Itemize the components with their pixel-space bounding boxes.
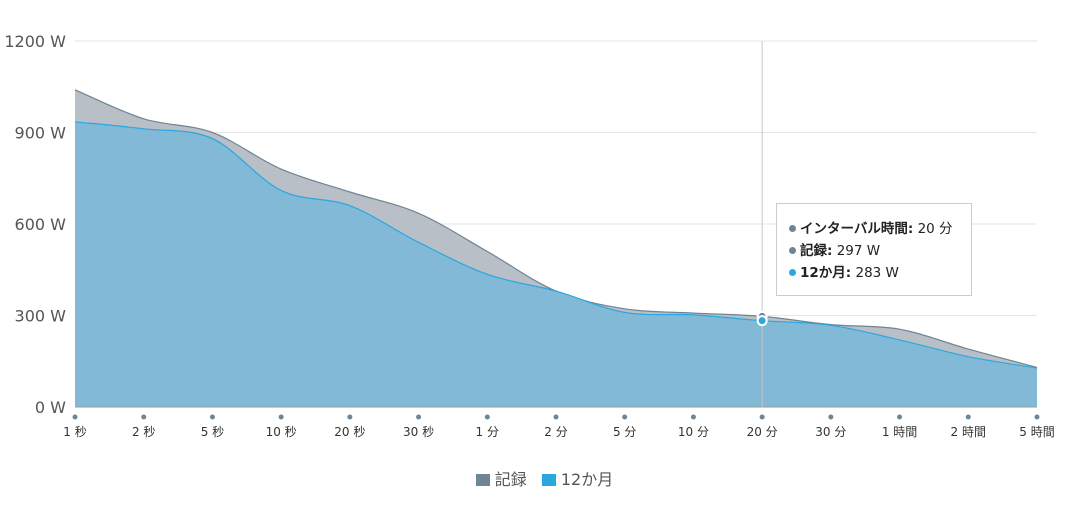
x-tick-dot [828,414,834,420]
y-tick-label: 600 W [15,215,67,234]
tooltip-record-value: 297 W [836,243,881,259]
tooltip-12months-label: 12か月: [800,265,852,281]
x-tick-dot [622,414,628,420]
chart-areas [74,89,1038,408]
tooltip-dot-icon [789,225,796,232]
x-tick-dot [141,414,147,420]
x-tick-dot [484,414,490,420]
tooltip-interval-label: インターバル時間: [800,221,914,237]
y-tick-label: 0 W [35,398,66,417]
crosshair [756,41,768,407]
legend-label-record: 記録 [494,470,527,489]
x-tick-label: 20 秒 [334,425,365,439]
x-tick-dot [416,414,422,420]
tooltip-12months-row: 12か月: 283 W [789,262,959,284]
legend: 記録 12か月 [0,466,1089,490]
y-tick-label: 1200 W [4,32,66,51]
x-tick-dot [347,414,353,420]
tooltip-record-row: 記録: 297 W [789,240,959,262]
x-tick-label: 20 分 [747,425,778,439]
legend-item-12months[interactable]: 12か月 [541,466,614,490]
x-tick-label: 10 分 [678,425,709,439]
tooltip-interval-row: インターバル時間: 20 分 [789,218,959,240]
y-tick-label: 300 W [15,307,67,326]
tooltip-dot-icon [789,247,796,254]
x-tick-label: 1 時間 [882,425,917,439]
x-tick-label: 2 秒 [132,425,155,439]
x-tick-dot [965,414,971,420]
x-axis: 1 秒 2 秒 5 秒 10 秒 20 秒 30 秒 1 分 2 分 5 分 10 分 20 分 30… [63,406,1055,439]
x-tick-label: 5 時間 [1019,425,1054,439]
tooltip-record-label: 記録: [800,243,833,259]
tooltip-dot-icon [789,269,796,276]
x-tick-dot [690,414,696,420]
tooltip: インターバル時間: 20 分 記録: 297 W 12か月: 283 W [776,203,972,296]
legend-swatch-icon [475,474,490,486]
x-tick-label: 30 分 [815,425,846,439]
x-tick-label: 5 分 [613,425,636,439]
tooltip-interval-value: 20 分 [917,221,953,237]
x-tick-label: 1 分 [476,425,499,439]
x-tick-label: 1 秒 [63,425,86,439]
x-tick-label: 10 秒 [266,425,297,439]
y-axis-ticks: 0 W 300 W 600 W 900 W 1200 W [4,32,66,417]
x-tick-label: 2 分 [544,425,567,439]
x-tick-dot [553,414,559,420]
legend-swatch-icon [541,474,556,486]
x-tick-dot [759,414,765,420]
x-tick-dot [1034,414,1040,420]
x-tick-dot [278,414,284,420]
x-tick-label: 5 秒 [201,425,224,439]
x-tick-dot [897,414,903,420]
x-tick-label: 2 時間 [951,425,986,439]
crosshair-point-12months [756,315,768,327]
y-tick-label: 900 W [15,124,67,143]
legend-item-record[interactable]: 記録 [475,466,527,490]
legend-label-12months: 12か月 [560,470,614,489]
x-tick-dot [209,414,215,420]
tooltip-12months-value: 283 W [855,265,899,281]
line-series-1 [74,121,1038,369]
area-series-1 [75,121,1037,408]
x-tick-dot [72,414,78,420]
x-tick-label: 30 秒 [403,425,434,439]
